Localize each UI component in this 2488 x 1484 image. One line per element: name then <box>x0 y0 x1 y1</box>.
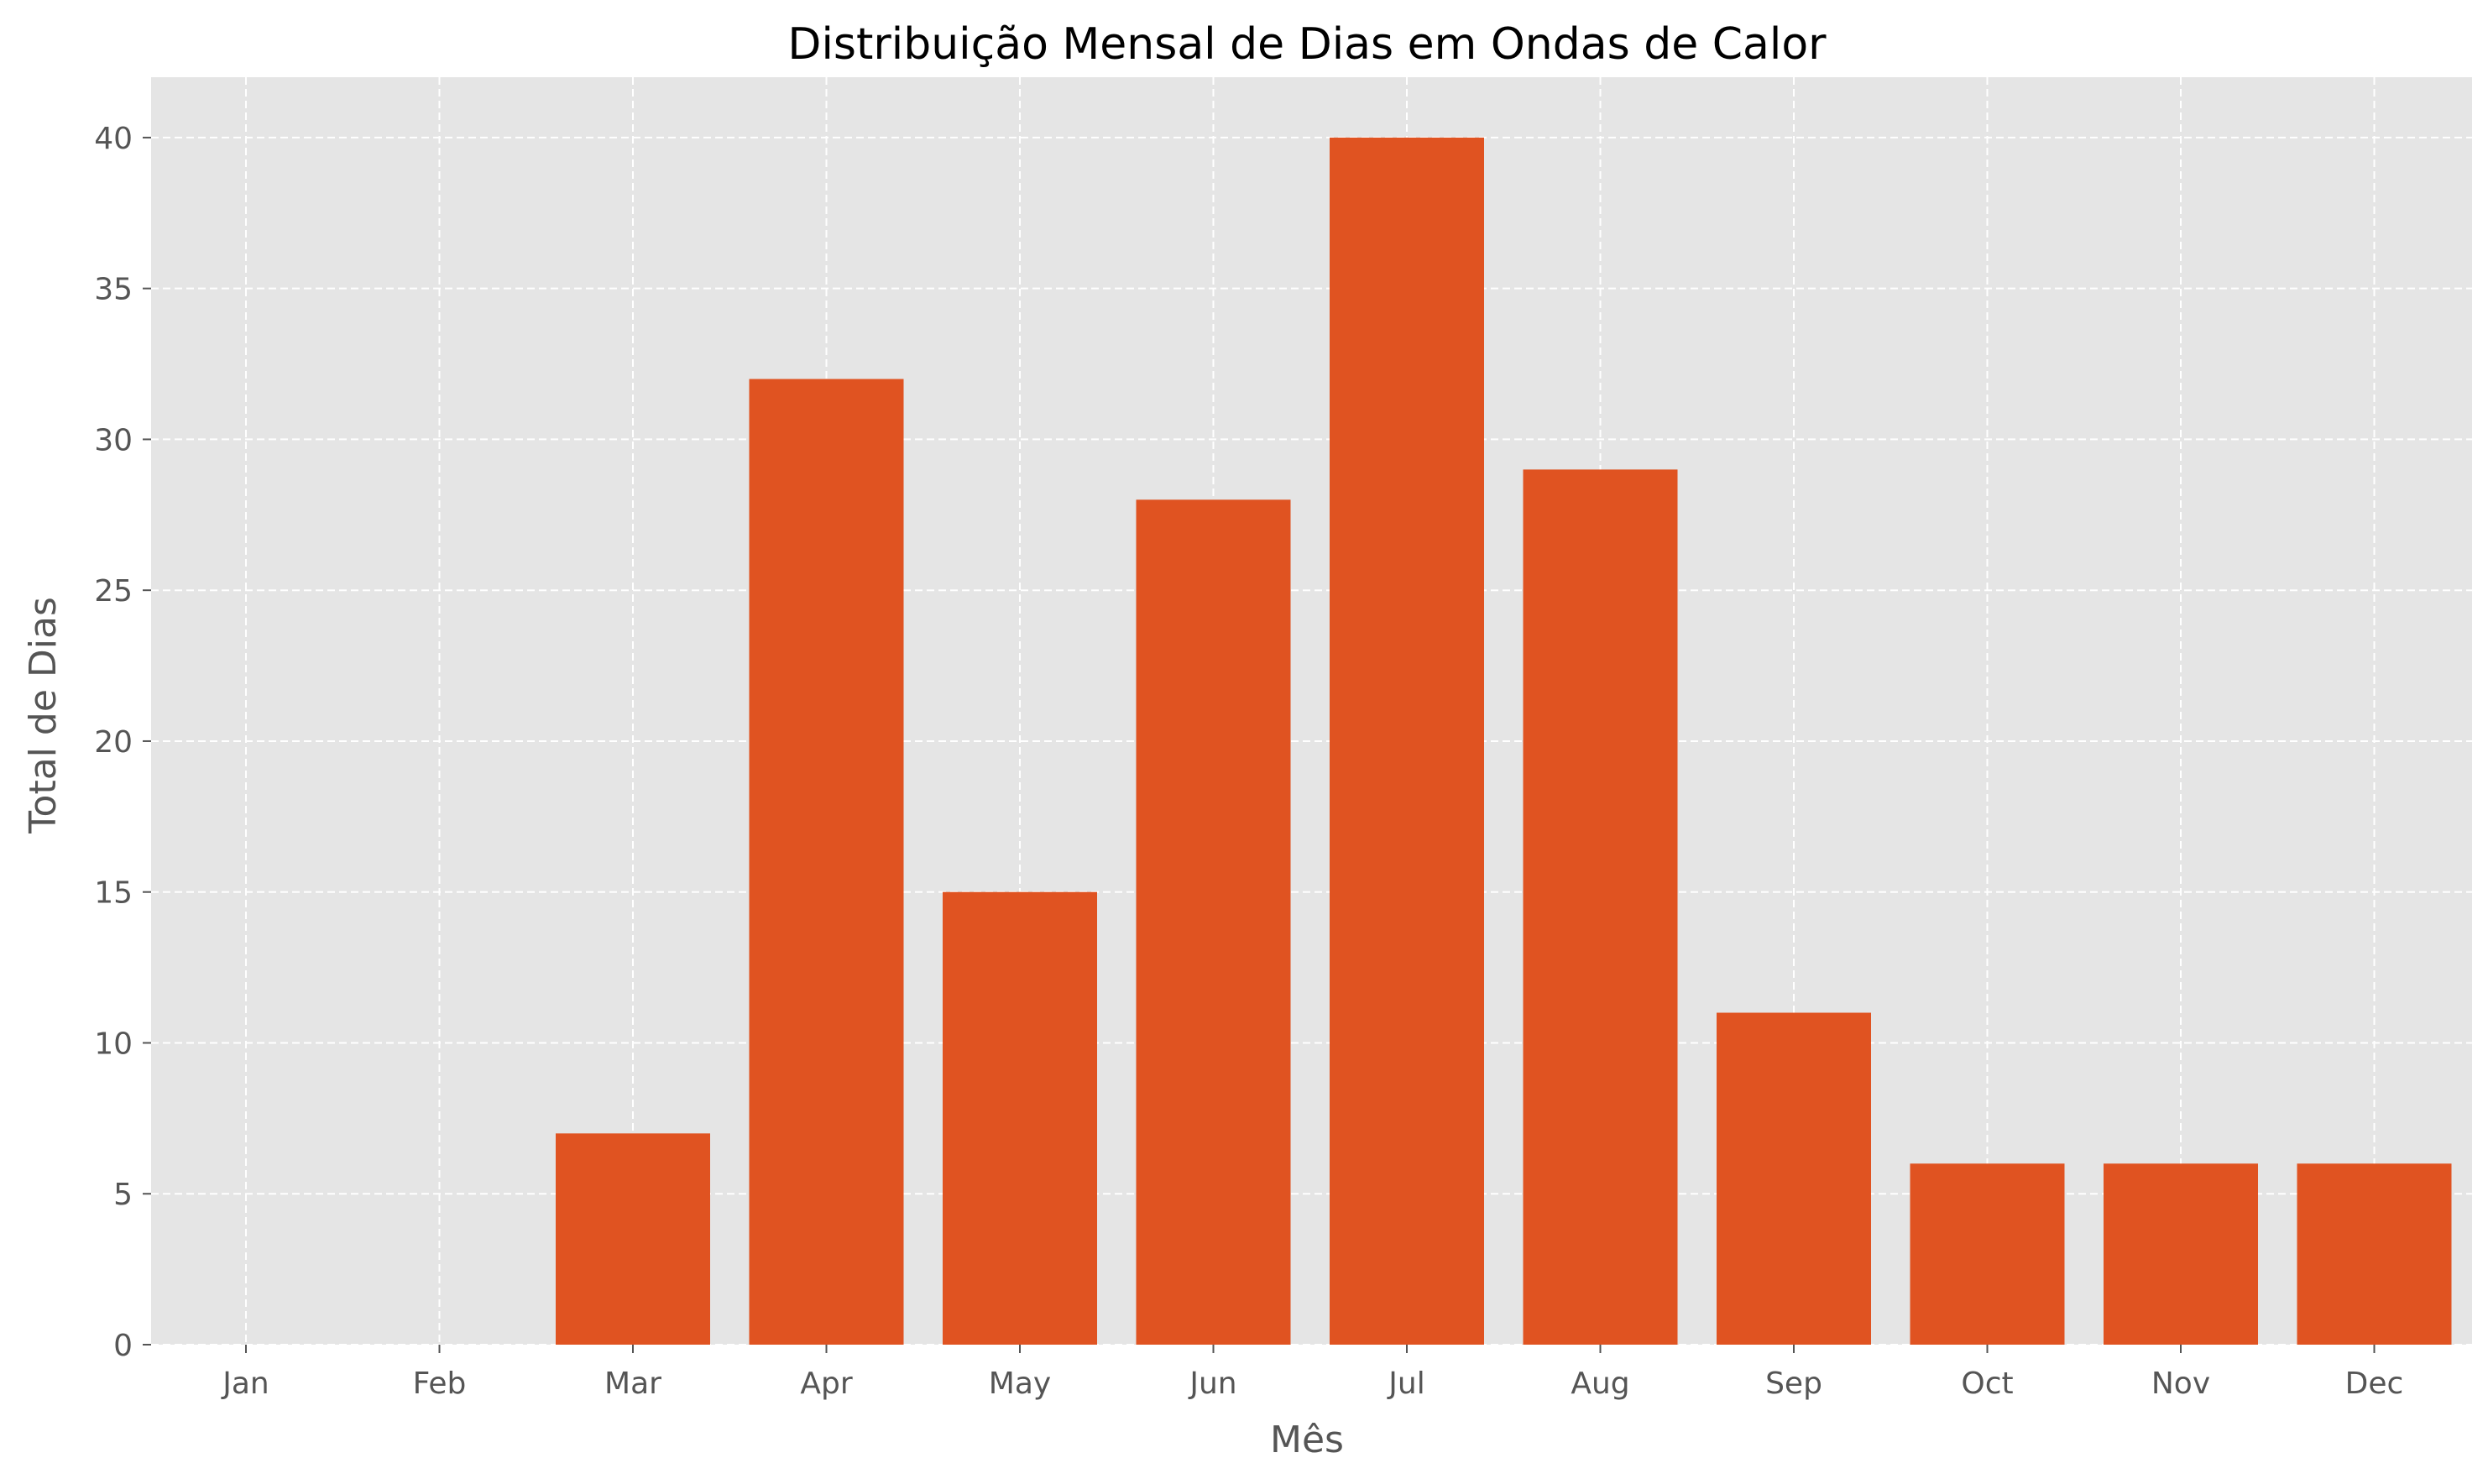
bar-jun <box>1136 499 1291 1345</box>
y-tick-label: 35 <box>94 273 133 307</box>
x-tick-label: Jul <box>1387 1366 1424 1401</box>
bar-apr <box>749 379 904 1345</box>
plot-area <box>151 77 2472 1345</box>
x-tick-label: Jan <box>221 1366 269 1401</box>
bar-mar <box>556 1133 710 1345</box>
chart-title: Distribuição Mensal de Dias em Ondas de … <box>787 19 1827 70</box>
x-tick-label: Nov <box>2151 1366 2210 1401</box>
x-tick-label: Oct <box>1961 1366 2013 1401</box>
x-tick-label: Jun <box>1188 1366 1236 1401</box>
x-tick-label: Feb <box>413 1366 467 1401</box>
bars <box>556 137 2452 1345</box>
bar-sep <box>1717 1012 1871 1345</box>
bar-may <box>943 891 1097 1345</box>
grid-lines <box>151 77 2472 1346</box>
y-axis-label: Total de Dias <box>22 597 65 834</box>
bar-jul <box>1330 137 1484 1345</box>
x-tick-label: Mar <box>604 1366 661 1401</box>
x-tick-label: Apr <box>800 1366 852 1401</box>
bar-nov <box>2104 1163 2258 1345</box>
x-tick-label: Aug <box>1571 1366 1629 1401</box>
y-tick-label: 15 <box>94 876 133 911</box>
bar-dec <box>2297 1163 2452 1345</box>
x-tick-label: Dec <box>2345 1366 2404 1401</box>
bar-aug <box>1523 469 1678 1345</box>
y-tick-label: 0 <box>113 1329 133 1363</box>
x-tick-label: Sep <box>1765 1366 1822 1401</box>
y-tick-label: 40 <box>94 122 133 156</box>
bar-oct <box>1910 1163 2065 1345</box>
x-axis-ticks: Jan Feb Mar Apr May Jun Jul Aug Sep Oct Nov Dec <box>221 1345 2403 1401</box>
y-axis-ticks: 0 5 10 15 20 25 30 35 40 <box>94 122 151 1363</box>
x-axis-label: Mês <box>1270 1419 1344 1461</box>
y-tick-label: 25 <box>94 574 133 609</box>
y-tick-label: 20 <box>94 725 133 760</box>
y-tick-label: 30 <box>94 423 133 457</box>
x-tick-label: May <box>989 1366 1051 1401</box>
y-tick-label: 5 <box>113 1178 133 1212</box>
y-tick-label: 10 <box>94 1027 133 1061</box>
